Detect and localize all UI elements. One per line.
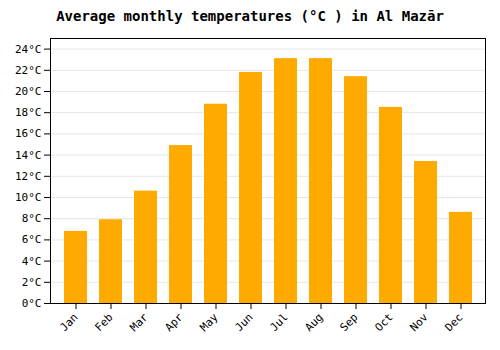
svg-text:4°C: 4°C — [22, 255, 42, 268]
svg-text:14°C: 14°C — [15, 149, 42, 162]
svg-text:12°C: 12°C — [15, 170, 42, 183]
svg-text:16°C: 16°C — [15, 127, 42, 140]
svg-text:Feb: Feb — [92, 311, 115, 334]
svg-text:6°C: 6°C — [22, 233, 42, 246]
svg-text:Jun: Jun — [232, 311, 255, 334]
svg-text:22°C: 22°C — [15, 64, 42, 77]
svg-text:2°C: 2°C — [22, 276, 42, 289]
svg-text:10°C: 10°C — [15, 191, 42, 204]
svg-text:Jul: Jul — [267, 311, 290, 334]
svg-text:Jan: Jan — [57, 311, 80, 334]
svg-text:Apr: Apr — [162, 310, 186, 334]
svg-text:Dec: Dec — [442, 311, 465, 334]
svg-text:Aug: Aug — [302, 311, 325, 334]
svg-text:8°C: 8°C — [22, 212, 42, 225]
svg-text:20°C: 20°C — [15, 85, 42, 98]
html-text:Average monthly temperatures (: Average monthly temperatures (°C ) in Al… — [56, 8, 444, 24]
svg-text:0°C: 0°C — [22, 297, 42, 310]
svg-text:Nov: Nov — [407, 310, 431, 334]
svg-text:Mar: Mar — [127, 310, 151, 334]
svg-text:Sep: Sep — [337, 311, 360, 334]
svg-text:18°C: 18°C — [15, 106, 42, 119]
svg-text:Oct: Oct — [372, 311, 395, 334]
svg-text:May: May — [197, 310, 221, 334]
svg-text:24°C: 24°C — [15, 43, 42, 56]
